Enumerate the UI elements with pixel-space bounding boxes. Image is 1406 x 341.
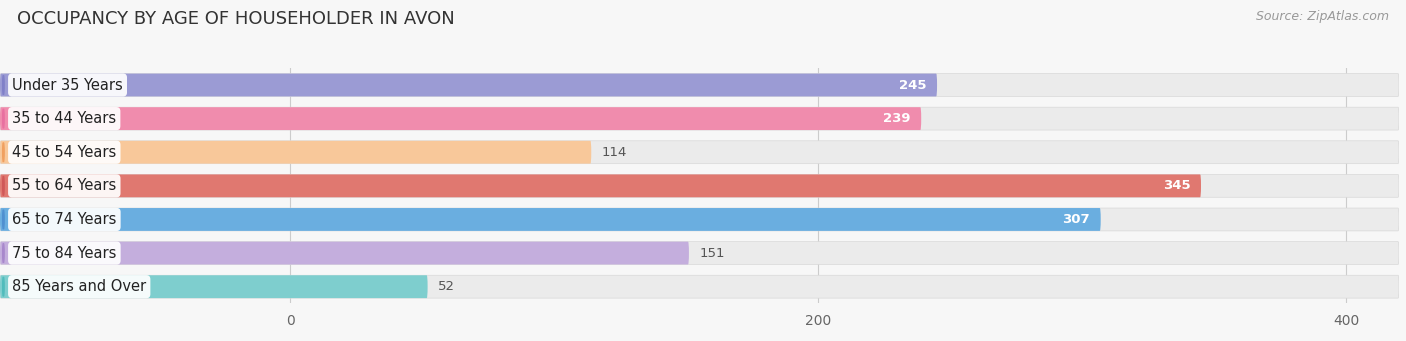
Text: Under 35 Years: Under 35 Years <box>13 77 122 92</box>
FancyBboxPatch shape <box>0 107 921 130</box>
Text: 151: 151 <box>700 247 725 260</box>
FancyBboxPatch shape <box>0 242 1399 265</box>
FancyBboxPatch shape <box>0 107 1399 130</box>
FancyBboxPatch shape <box>0 174 1399 197</box>
Text: 345: 345 <box>1163 179 1191 192</box>
FancyBboxPatch shape <box>0 74 1399 97</box>
Text: 65 to 74 Years: 65 to 74 Years <box>13 212 117 227</box>
Circle shape <box>3 176 4 195</box>
Text: 239: 239 <box>883 112 911 125</box>
Text: 35 to 44 Years: 35 to 44 Years <box>13 111 117 126</box>
FancyBboxPatch shape <box>0 141 592 164</box>
FancyBboxPatch shape <box>0 208 1399 231</box>
FancyBboxPatch shape <box>0 242 689 265</box>
FancyBboxPatch shape <box>0 174 1201 197</box>
FancyBboxPatch shape <box>0 208 1101 231</box>
Text: OCCUPANCY BY AGE OF HOUSEHOLDER IN AVON: OCCUPANCY BY AGE OF HOUSEHOLDER IN AVON <box>17 10 454 28</box>
Text: 45 to 54 Years: 45 to 54 Years <box>13 145 117 160</box>
Circle shape <box>3 243 4 263</box>
Text: 55 to 64 Years: 55 to 64 Years <box>13 178 117 193</box>
Text: 85 Years and Over: 85 Years and Over <box>13 279 146 294</box>
FancyBboxPatch shape <box>0 141 1399 164</box>
Circle shape <box>3 277 4 296</box>
Text: Source: ZipAtlas.com: Source: ZipAtlas.com <box>1256 10 1389 23</box>
Circle shape <box>3 143 4 162</box>
FancyBboxPatch shape <box>0 74 936 97</box>
Text: 307: 307 <box>1063 213 1090 226</box>
Text: 75 to 84 Years: 75 to 84 Years <box>13 246 117 261</box>
Text: 114: 114 <box>602 146 627 159</box>
Circle shape <box>3 109 4 128</box>
FancyBboxPatch shape <box>0 275 1399 298</box>
Circle shape <box>3 75 4 94</box>
Circle shape <box>3 210 4 229</box>
Text: 52: 52 <box>439 280 456 293</box>
Text: 245: 245 <box>898 78 927 91</box>
FancyBboxPatch shape <box>0 275 427 298</box>
